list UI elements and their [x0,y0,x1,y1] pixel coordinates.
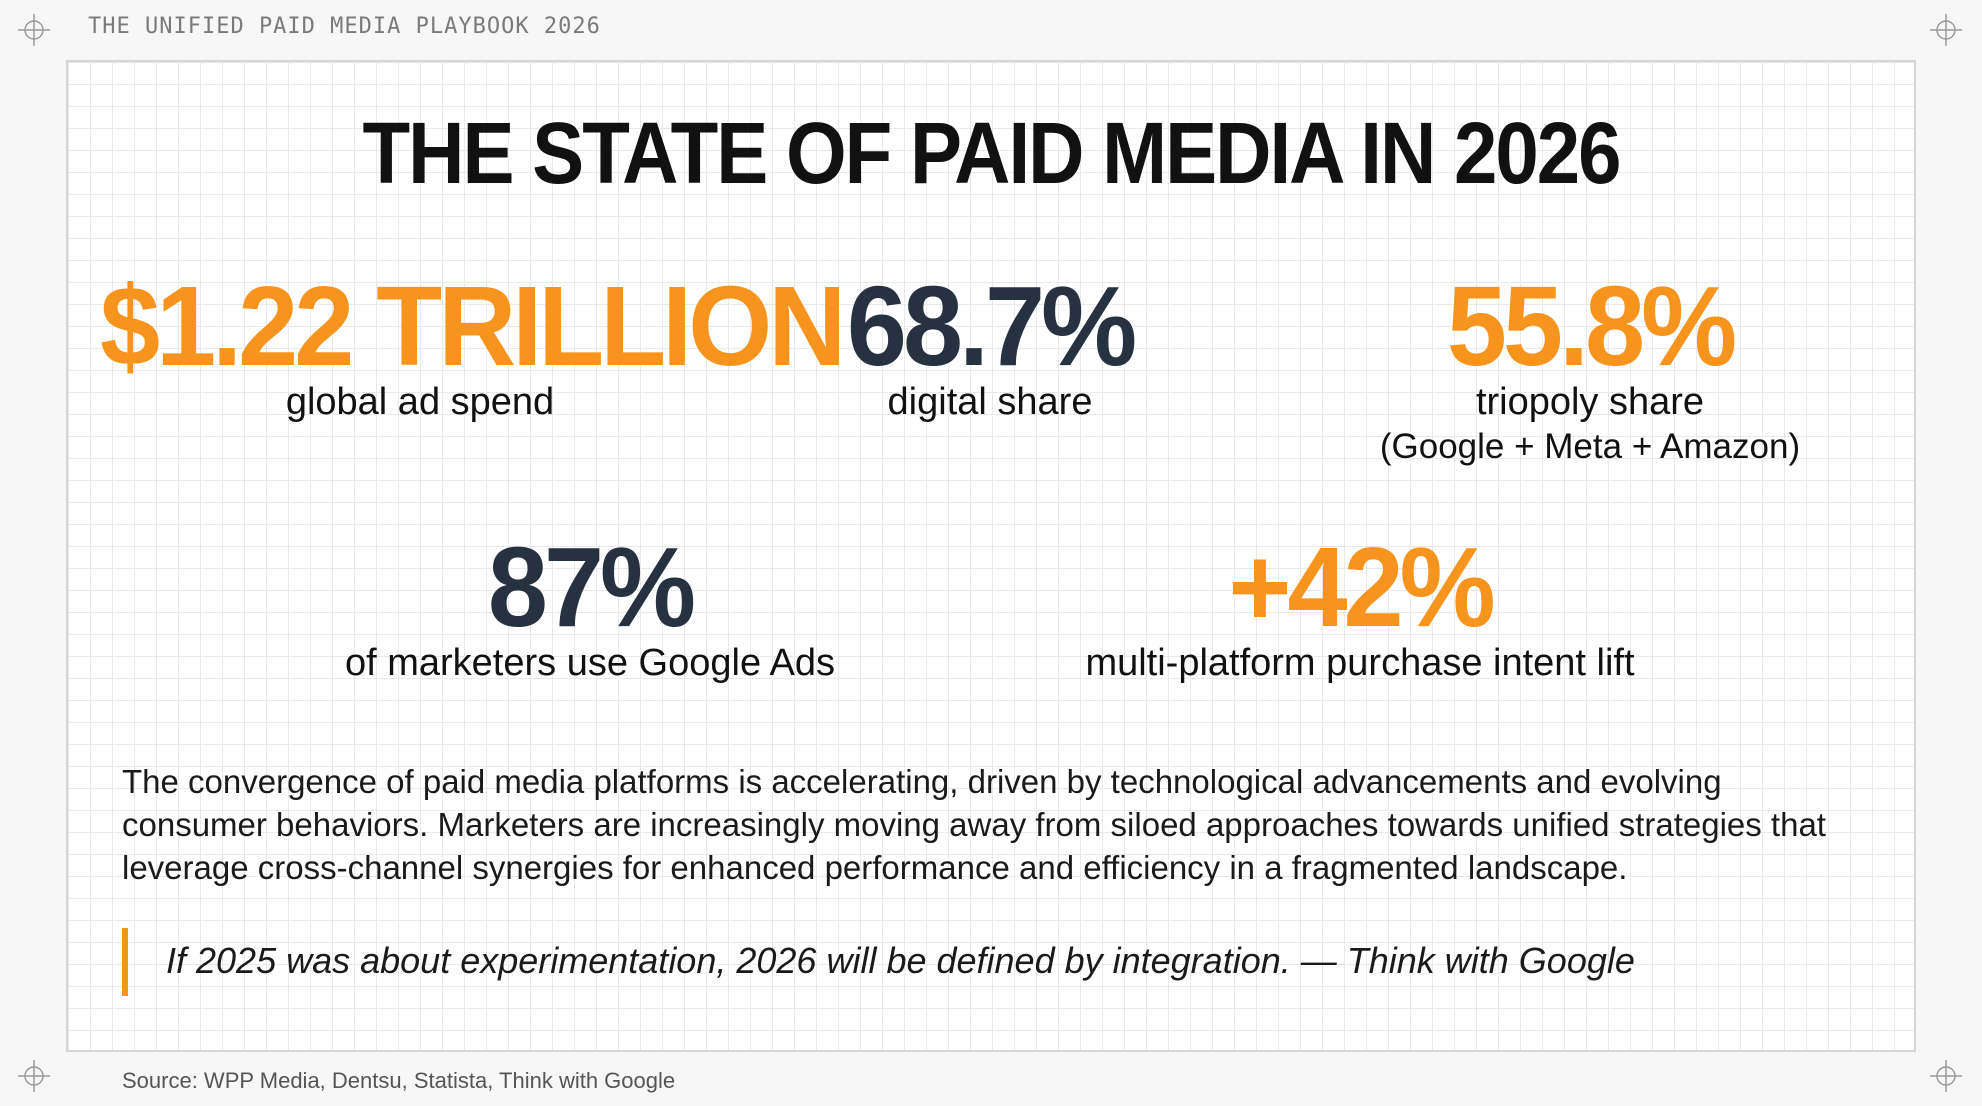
stat-label: triopoly share [1475,381,1705,423]
crosshair-icon [14,1056,54,1096]
stat-value: $1.22 TRILLION [100,261,846,389]
stat-digital-share: 68.7% digital share [790,261,1190,426]
header-label: THE UNIFIED PAID MEDIA PLAYBOOK 2026 [88,14,601,39]
crosshair-icon [1926,10,1966,50]
paragraph-line: The convergence of paid media platforms … [122,763,1722,800]
stat-global-ad-spend: $1.22 TRILLION global ad spend [100,261,846,426]
source-note: Source: WPP Media, Dentsu, Statista, Thi… [122,1068,676,1093]
stat-value: 87% [487,522,696,650]
paragraph-line: consumer behaviors. Marketers are increa… [122,806,1826,843]
stat-label: global ad spend [285,381,555,423]
stat-sublabel: (Google + Meta + Amazon) [1379,426,1801,466]
stat-value: +42% [1228,522,1495,650]
paragraph-line: leverage cross-channel synergies for enh… [122,849,1628,886]
stat-value: 68.7% [846,261,1137,389]
crosshair-icon [14,10,54,50]
stat-google-ads-usage: 87% of marketers use Google Ads [300,522,880,687]
stat-triopoly-share: 55.8% triopoly share (Google + Meta + Am… [1330,261,1850,468]
stat-label: digital share [887,381,1093,423]
content-panel [66,60,1916,1052]
pull-quote: If 2025 was about experimentation, 2026 … [166,940,1635,981]
stat-label: of marketers use Google Ads [344,642,836,684]
crosshair-icon [1926,1056,1966,1096]
stat-purchase-intent-lift: +42% multi-platform purchase intent lift [1030,522,1690,687]
stat-label: multi-platform purchase intent lift [1085,642,1635,684]
quote-accent-bar [122,928,128,996]
page-title: THE STATE OF PAID MEDIA IN 2026 [362,103,1622,203]
stat-value: 55.8% [1446,261,1737,389]
body-paragraph: The convergence of paid media platforms … [122,760,1882,889]
